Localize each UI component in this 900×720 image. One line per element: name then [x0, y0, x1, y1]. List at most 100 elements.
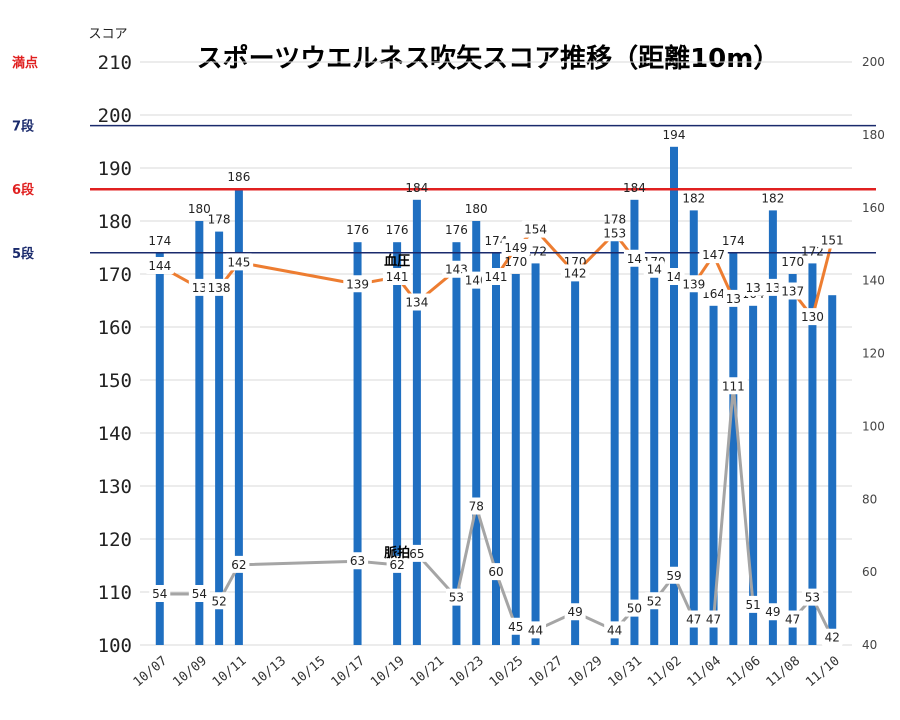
- line-label-bg: [663, 566, 685, 584]
- line-label-bg: [188, 278, 210, 296]
- line-value-label: 47: [785, 612, 800, 626]
- y-tick-label: 190: [98, 158, 132, 180]
- line-value-label: 50: [627, 602, 642, 616]
- line-value-label: 54: [192, 587, 207, 601]
- y2-tick-label: 80: [862, 492, 877, 506]
- bar: [689, 210, 698, 645]
- line-value-label: 111: [722, 379, 745, 393]
- line-value-label: 44: [528, 623, 543, 637]
- y-tick-label: 210: [98, 52, 132, 74]
- line-label-bg: [525, 621, 547, 639]
- line-value-label: 62: [389, 558, 404, 572]
- x-tick-label: 11/06: [724, 654, 764, 691]
- bar: [412, 199, 421, 646]
- x-tick-label: 10/07: [131, 654, 171, 691]
- line-label-bg: [762, 278, 784, 296]
- line-value-label: 53: [805, 591, 820, 605]
- line-value-label: 47: [706, 612, 721, 626]
- x-tick-label: 10/09: [170, 654, 210, 691]
- line-label-bg: [149, 584, 171, 602]
- line-label-bg: [188, 584, 210, 602]
- x-tick-label: 10/25: [487, 654, 527, 691]
- line-value-label: 49: [765, 605, 780, 619]
- line-value-label: 52: [647, 594, 662, 608]
- line-value-label: 139: [346, 277, 369, 291]
- line-label-bg: [821, 628, 843, 646]
- series-name-label: 血圧: [384, 253, 410, 269]
- line-label-bg: [560, 264, 590, 282]
- bar: [393, 242, 402, 645]
- bar: [234, 189, 243, 645]
- line-value-label: 13: [745, 281, 760, 295]
- y-tick-label: 170: [98, 264, 132, 286]
- line-value-label: 54: [152, 587, 167, 601]
- line-value-label: 62: [231, 558, 246, 572]
- bars: [155, 146, 837, 646]
- line-value-label: 151: [821, 234, 844, 248]
- bar: [610, 231, 619, 645]
- bar-value-label: 176: [386, 223, 409, 237]
- line-value-label: 47: [686, 612, 701, 626]
- bar: [630, 199, 639, 646]
- y-tick-label: 150: [98, 370, 132, 392]
- line-label-bg: [679, 275, 709, 293]
- y-tick-label: 110: [98, 582, 132, 604]
- x-tick-label: 10/15: [289, 654, 329, 691]
- y-tick-label: 140: [98, 423, 132, 445]
- y-axis-label: スコア: [88, 27, 127, 42]
- bar: [511, 274, 520, 645]
- y2-tick-label: 100: [862, 419, 885, 433]
- line-value-label: 142: [564, 266, 587, 280]
- line-label-bg: [382, 267, 412, 285]
- x-tick-label: 11/04: [685, 653, 725, 690]
- y-tick-label: 180: [98, 211, 132, 233]
- bar-value-label: 176: [346, 223, 369, 237]
- bar-value-label: 174: [722, 234, 745, 248]
- x-tick-label: 11/08: [764, 654, 804, 691]
- bar: [828, 295, 837, 645]
- y-tick-label: 200: [98, 105, 132, 127]
- line-value-label: 141: [386, 270, 409, 284]
- bar: [571, 274, 580, 645]
- y2-tick-label: 160: [862, 201, 885, 215]
- line-value-label: 42: [825, 631, 840, 645]
- line-value-label: 49: [567, 605, 582, 619]
- bar: [749, 305, 758, 645]
- line-label-bg: [481, 267, 511, 285]
- line-label-bg: [228, 555, 250, 573]
- bar: [492, 252, 500, 646]
- line-value-label: 14: [666, 270, 681, 284]
- line-value-label: 44: [607, 623, 622, 637]
- x-tick-label: 10/13: [249, 654, 289, 691]
- y2-tick-label: 40: [862, 638, 877, 652]
- y2-tick-label: 180: [862, 128, 885, 142]
- line-value-label: 138: [208, 281, 231, 295]
- line-label-bg: [817, 231, 847, 249]
- bar: [452, 242, 461, 645]
- line-value-label: 134: [405, 295, 428, 309]
- bar-value-label: 174: [148, 234, 171, 248]
- line-label-bg: [703, 610, 725, 628]
- y2-tick-label: 60: [862, 565, 877, 579]
- bar-value-label: 180: [465, 202, 488, 216]
- line-value-label: 149: [504, 241, 527, 255]
- line-label-bg: [623, 249, 645, 267]
- line-value-label: 14: [647, 263, 662, 277]
- bar: [531, 263, 540, 645]
- line-label-bg: [742, 278, 764, 296]
- y2-tick-label: 120: [862, 347, 885, 361]
- line-label-bg: [699, 246, 728, 264]
- y-tick-label: 100: [98, 635, 132, 657]
- line-value-label: 13: [765, 281, 780, 295]
- line-label-bg: [145, 257, 175, 275]
- line-value-label: 141: [485, 270, 508, 284]
- reference-label: 5段: [12, 246, 34, 262]
- line-label-bg: [762, 603, 784, 621]
- x-tick-label: 11/02: [645, 654, 685, 691]
- x-tick-label: 10/21: [408, 654, 448, 691]
- line-label-bg: [564, 603, 586, 621]
- line-label-bg: [778, 282, 807, 300]
- line-label-bg: [402, 293, 432, 311]
- line-label-bg: [722, 289, 744, 307]
